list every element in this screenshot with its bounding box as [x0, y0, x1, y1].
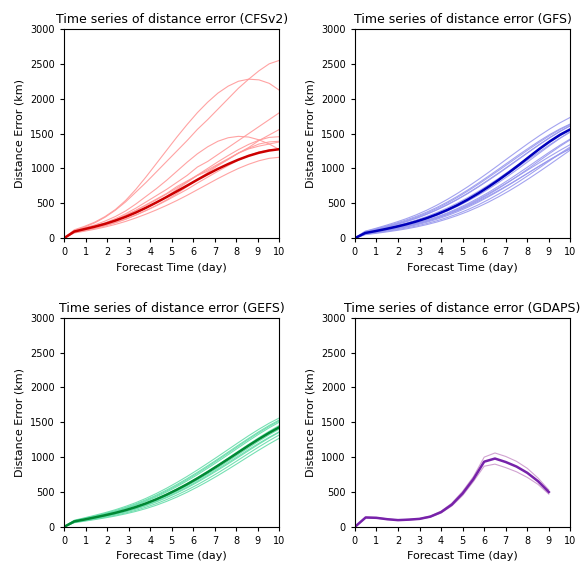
Title: Time series of distance error (GDAPS): Time series of distance error (GDAPS) — [345, 302, 581, 315]
X-axis label: Forecast Time (day): Forecast Time (day) — [116, 551, 227, 562]
Y-axis label: Distance Error (km): Distance Error (km) — [15, 79, 24, 188]
X-axis label: Forecast Time (day): Forecast Time (day) — [407, 551, 518, 562]
X-axis label: Forecast Time (day): Forecast Time (day) — [116, 263, 227, 273]
Title: Time series of distance error (CFSv2): Time series of distance error (CFSv2) — [56, 13, 288, 27]
Y-axis label: Distance Error (km): Distance Error (km) — [306, 368, 315, 477]
X-axis label: Forecast Time (day): Forecast Time (day) — [407, 263, 518, 273]
Title: Time series of distance error (GFS): Time series of distance error (GFS) — [354, 13, 572, 27]
Y-axis label: Distance Error (km): Distance Error (km) — [15, 368, 24, 477]
Y-axis label: Distance Error (km): Distance Error (km) — [306, 79, 315, 188]
Title: Time series of distance error (GEFS): Time series of distance error (GEFS) — [59, 302, 285, 315]
